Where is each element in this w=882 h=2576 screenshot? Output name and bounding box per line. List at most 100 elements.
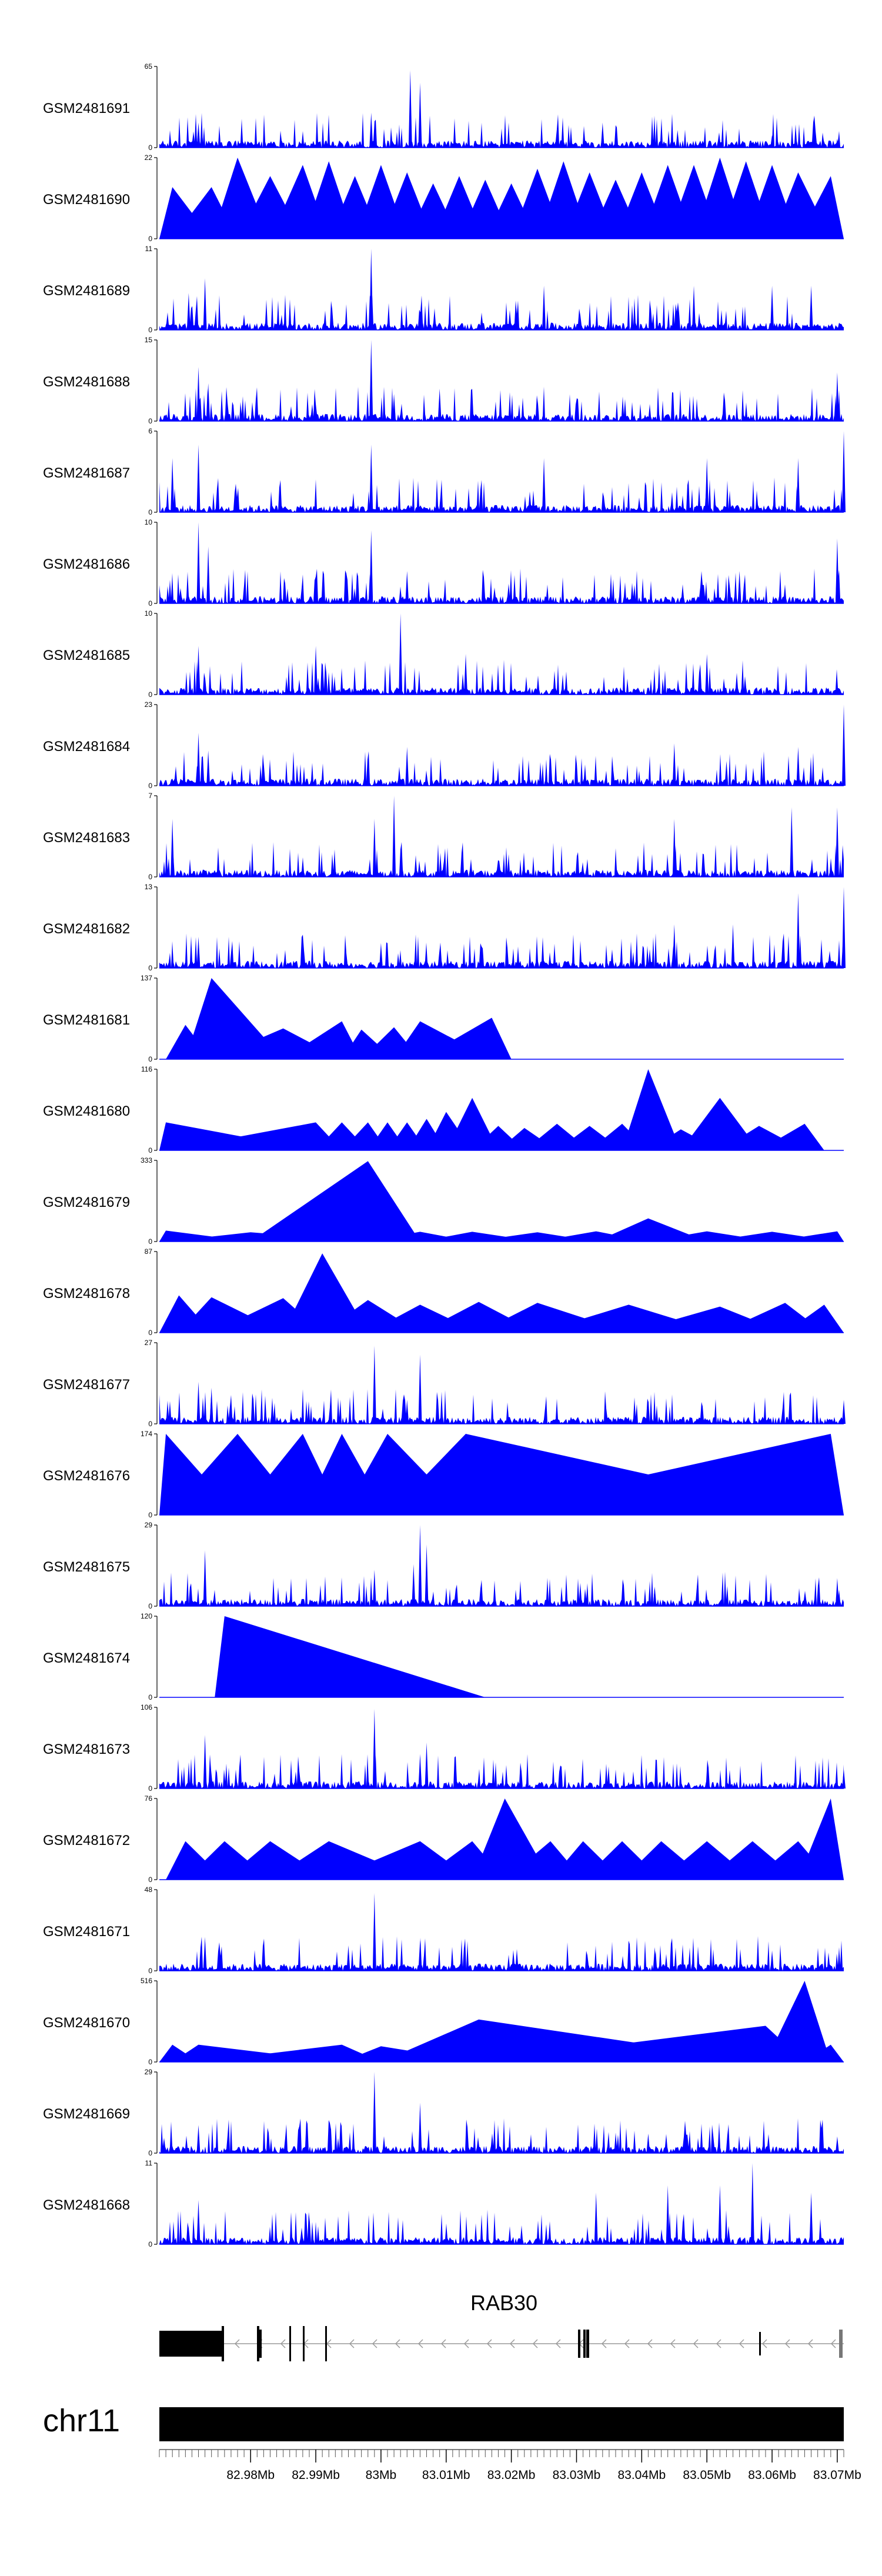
strand-arrow-icon — [784, 2339, 790, 2348]
coverage-peak — [798, 1798, 844, 1880]
coverage-peak — [203, 1734, 207, 1788]
coverage-peak — [408, 70, 412, 148]
coverage-peak — [594, 2193, 598, 2244]
y-min-label: 0 — [148, 1146, 152, 1154]
track-GSM2481689: GSM2481689 11 0 — [43, 245, 844, 334]
track-GSM2481673: GSM2481673 106 0 — [43, 1703, 846, 1793]
y-max-label: 87 — [145, 1247, 153, 1256]
coverage-peak — [379, 943, 383, 968]
coverage-peak — [646, 2133, 650, 2153]
gene-model — [159, 2326, 844, 2361]
y-min-label: 0 — [148, 1693, 152, 1701]
coverage-peak — [209, 1387, 213, 1424]
track-label: GSM2481690 — [43, 192, 130, 208]
track-label: GSM2481679 — [43, 1194, 130, 1210]
y-min-label: 0 — [148, 144, 152, 152]
coverage-peak — [672, 924, 676, 968]
x-tick-label: 83.03Mb — [553, 2468, 601, 2482]
y-min-label: 0 — [148, 1055, 152, 1063]
gene-exon — [289, 2326, 291, 2361]
track-label: GSM2481681 — [43, 1012, 130, 1028]
coverage-background — [159, 1571, 844, 1606]
strand-arrow-icon — [486, 2339, 492, 2348]
coverage-peak — [206, 546, 211, 603]
coverage-peak — [405, 570, 409, 603]
coverage-peak — [196, 646, 201, 695]
coverage-background — [159, 842, 844, 877]
coverage-peak — [425, 1742, 429, 1788]
strand-arrow-icon — [716, 2339, 721, 2348]
track-GSM2481677: GSM2481677 27 0 — [43, 1339, 846, 1428]
y-max-label: 22 — [145, 154, 153, 162]
track-label: GSM2481669 — [43, 2106, 130, 2122]
track-GSM2481670: GSM2481670 516 0 — [43, 1977, 844, 2066]
y-min-label: 0 — [148, 326, 152, 334]
coverage-peak — [405, 747, 409, 786]
coverage-peak — [680, 1097, 759, 1150]
y-min-label: 0 — [148, 1511, 152, 1519]
track-label: GSM2481680 — [43, 1103, 130, 1119]
strand-arrow-icon — [624, 2339, 630, 2348]
coverage-peak — [166, 1122, 342, 1150]
y-min-label: 0 — [148, 2149, 152, 2157]
track-GSM2481676: GSM2481676 174 0 — [43, 1430, 844, 1519]
coverage-peak — [372, 1346, 376, 1424]
coverage-peak — [346, 1945, 350, 1971]
y-min-label: 0 — [148, 1237, 152, 1246]
coverage-background — [159, 477, 844, 512]
gene-exon — [578, 2330, 580, 2358]
y-min-label: 0 — [148, 1967, 152, 1975]
y-max-label: 76 — [145, 1794, 153, 1803]
y-max-label: 65 — [145, 62, 153, 71]
gene-exon — [325, 2326, 327, 2361]
y-min-label: 0 — [148, 1420, 152, 1428]
chromosome-bar — [159, 2407, 844, 2441]
track-label: GSM2481689 — [43, 283, 130, 299]
track-GSM2481690: GSM2481690 22 0 — [43, 154, 844, 243]
x-axis: 82.98Mb 82.99Mb 83Mb 83.01Mb 83.02Mb 83.03Mb 8… — [159, 2449, 861, 2482]
y-max-label: 29 — [145, 2068, 153, 2076]
coverage-peak — [750, 2163, 754, 2244]
coverage-peak — [790, 807, 794, 877]
x-tick-label: 82.99Mb — [292, 2468, 340, 2482]
x-tick-label: 83.06Mb — [748, 2468, 796, 2482]
y-max-label: 15 — [145, 336, 153, 344]
gene-track: RAB30 — [159, 2291, 844, 2361]
coverage-peak — [796, 458, 800, 512]
coverage-peak — [203, 1550, 207, 1606]
strand-arrow-icon — [647, 2339, 653, 2348]
track-GSM2481685: GSM2481685 10 0 — [43, 609, 844, 699]
track-label: GSM2481683 — [43, 830, 130, 846]
y-min-label: 0 — [148, 417, 152, 425]
track-label: GSM2481686 — [43, 556, 130, 572]
track-GSM2481668: GSM2481668 11 0 — [43, 2159, 844, 2248]
coverage-peak — [372, 1709, 376, 1788]
coverage-peak — [770, 285, 774, 330]
y-min-label: 0 — [148, 782, 152, 790]
coverage-background — [159, 568, 844, 603]
track-label: GSM2481675 — [43, 1559, 130, 1575]
y-max-label: 10 — [145, 518, 153, 526]
track-GSM2481683: GSM2481683 7 0 — [43, 792, 844, 881]
coverage-background — [159, 112, 844, 148]
coverage-peak — [369, 340, 373, 421]
y-max-label: 116 — [141, 1065, 152, 1073]
y-max-label: 516 — [141, 1977, 152, 1985]
gene-exon — [839, 2330, 843, 2358]
coverage-peak — [731, 924, 735, 968]
x-tick-label: 83.01Mb — [422, 2468, 470, 2482]
coverage-background — [159, 751, 844, 786]
coverage-peak — [600, 122, 604, 148]
track-label: GSM2481673 — [43, 1741, 130, 1757]
coverage-peak — [412, 1564, 416, 1606]
coverage-peak — [759, 1123, 824, 1150]
gene-exon — [303, 2326, 305, 2361]
coverage-peak — [672, 743, 676, 786]
track-GSM2481672: GSM2481672 76 0 — [43, 1794, 844, 1884]
track-GSM2481687: GSM2481687 6 0 — [43, 427, 846, 516]
strand-arrow-icon — [693, 2339, 699, 2348]
y-min-label: 0 — [148, 599, 152, 608]
track-GSM2481688: GSM2481688 15 0 — [43, 336, 844, 425]
coverage-background — [159, 295, 844, 330]
coverage-peak — [798, 176, 844, 239]
